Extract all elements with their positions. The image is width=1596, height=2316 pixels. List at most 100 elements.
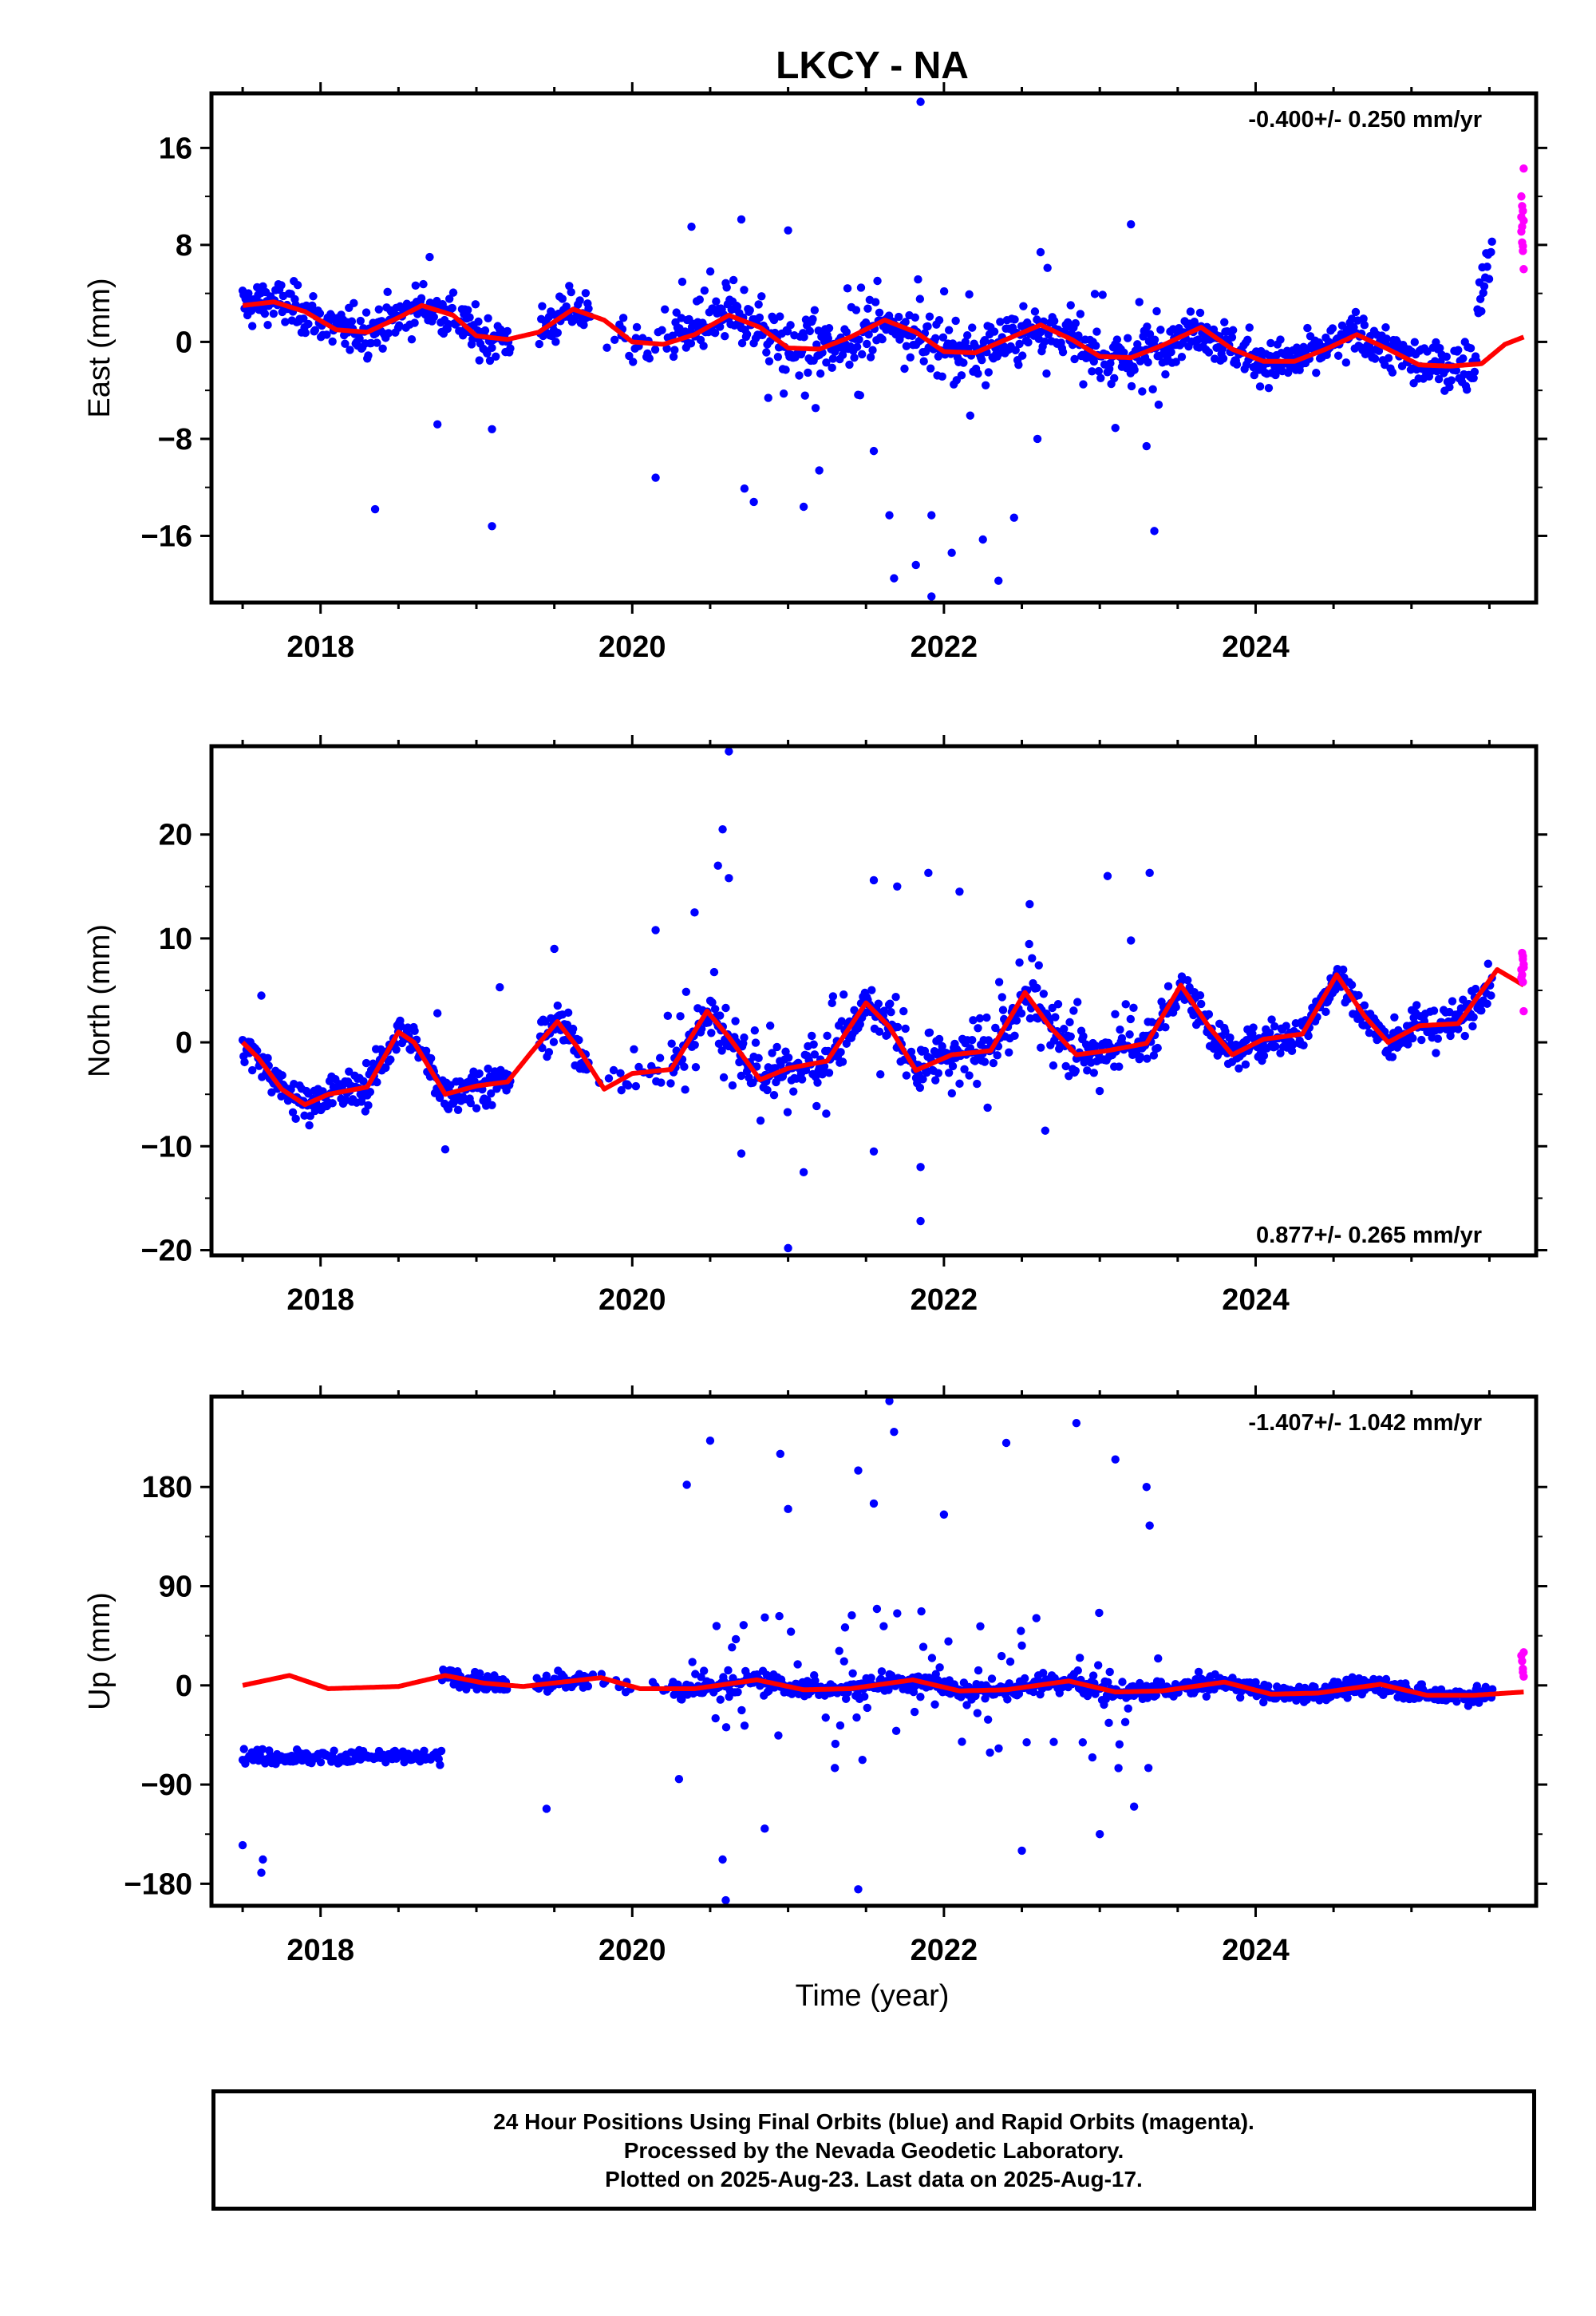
- final-point: [488, 1101, 496, 1109]
- final-point: [346, 346, 354, 354]
- final-point: [839, 990, 848, 999]
- rate-label: 0.877+/- 0.265 mm/yr: [1256, 1223, 1482, 1248]
- final-point: [1058, 347, 1068, 357]
- final-point: [1105, 1667, 1114, 1677]
- final-point: [900, 364, 909, 373]
- rapid-point: [1518, 222, 1527, 231]
- final-point: [1089, 357, 1098, 366]
- final-point: [1483, 263, 1491, 271]
- outlier-point: [257, 1868, 266, 1877]
- final-point: [1270, 1022, 1279, 1031]
- final-point: [993, 1051, 1001, 1060]
- final-point: [1144, 358, 1152, 367]
- final-point: [709, 967, 719, 977]
- caption-line-3: Plotted on 2025-Aug-23. Last data on 202…: [605, 2167, 1143, 2192]
- final-point: [948, 1061, 958, 1071]
- final-point: [1227, 333, 1237, 342]
- final-point: [757, 292, 766, 301]
- x-tick-label: 2024: [1222, 1283, 1290, 1317]
- final-point: [1454, 346, 1463, 354]
- final-point: [563, 1008, 573, 1018]
- final-point: [420, 1746, 429, 1756]
- final-point: [867, 1674, 875, 1682]
- final-point: [1299, 1041, 1308, 1049]
- outlier-point: [749, 497, 758, 507]
- outlier-point: [370, 504, 380, 514]
- final-point: [1171, 1002, 1180, 1012]
- rapid-point: [1517, 212, 1526, 222]
- final-point: [448, 303, 457, 313]
- final-point: [1075, 1654, 1084, 1662]
- final-point: [721, 1723, 731, 1732]
- final-point: [1115, 1740, 1124, 1749]
- final-point: [1066, 1032, 1075, 1041]
- final-point: [681, 1085, 689, 1094]
- final-point: [848, 1669, 857, 1678]
- final-point: [609, 1065, 618, 1075]
- final-point: [475, 1069, 484, 1078]
- final-point: [617, 1085, 626, 1095]
- final-point: [733, 1687, 742, 1697]
- final-point: [247, 322, 257, 330]
- final-point: [631, 1081, 641, 1091]
- final-point: [801, 1065, 811, 1075]
- final-point: [1074, 331, 1083, 340]
- outlier-point: [916, 97, 925, 106]
- final-point: [805, 326, 815, 336]
- final-point: [901, 318, 910, 326]
- final-point: [864, 330, 873, 339]
- final-point: [1143, 322, 1152, 331]
- final-point: [1433, 1034, 1443, 1043]
- final-point: [1125, 1030, 1134, 1039]
- final-point: [724, 1666, 733, 1675]
- final-point: [824, 324, 834, 333]
- final-point: [811, 1676, 820, 1686]
- final-point: [1106, 358, 1115, 368]
- final-point: [291, 1114, 300, 1124]
- final-point: [1432, 1049, 1440, 1057]
- final-point: [754, 300, 763, 309]
- final-point: [740, 286, 749, 294]
- final-point: [760, 1613, 769, 1622]
- final-point: [987, 1674, 997, 1683]
- final-point: [602, 343, 611, 352]
- final-point: [795, 371, 804, 380]
- final-point: [356, 316, 365, 326]
- final-point: [804, 368, 812, 377]
- final-point: [1154, 1654, 1163, 1663]
- outlier-point: [433, 420, 442, 429]
- outlier-point: [1033, 434, 1042, 444]
- outlier-point: [1009, 513, 1018, 522]
- final-point: [1194, 1667, 1203, 1677]
- final-point: [1452, 366, 1461, 375]
- final-point: [1429, 1006, 1439, 1015]
- final-point: [961, 338, 970, 346]
- outlier-point: [939, 1510, 949, 1519]
- final-point: [716, 1695, 725, 1704]
- final-point: [1040, 337, 1049, 346]
- final-point: [712, 1622, 721, 1630]
- final-point: [1022, 1738, 1031, 1747]
- final-point: [717, 1046, 726, 1055]
- rapid-point: [1519, 963, 1528, 972]
- final-point: [793, 1660, 802, 1669]
- final-point: [745, 306, 754, 314]
- final-point: [1143, 1054, 1152, 1063]
- final-point: [305, 1120, 314, 1130]
- outlier-point: [994, 576, 1003, 585]
- final-point: [1171, 358, 1180, 366]
- final-point: [1483, 999, 1491, 1008]
- y-tick-label: 0: [176, 1026, 192, 1060]
- x-tick-label: 2020: [598, 630, 666, 664]
- final-point: [411, 281, 420, 290]
- final-point: [1470, 367, 1479, 377]
- model-curve: [242, 1673, 1525, 1698]
- final-point: [1017, 1009, 1026, 1018]
- final-point: [475, 356, 484, 365]
- final-point: [634, 1062, 643, 1072]
- outlier-point: [924, 868, 933, 878]
- final-point: [1321, 1007, 1330, 1017]
- final-point: [810, 1050, 820, 1059]
- final-point: [855, 391, 864, 400]
- final-point: [991, 1023, 1000, 1033]
